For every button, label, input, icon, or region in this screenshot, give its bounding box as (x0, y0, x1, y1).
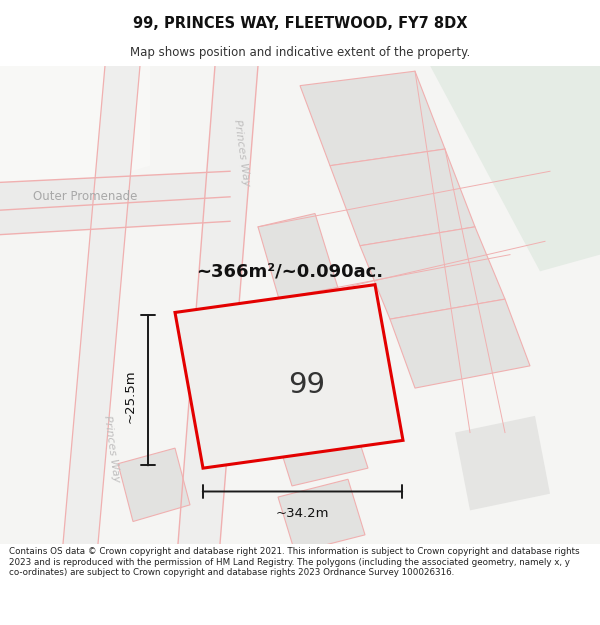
Text: Map shows position and indicative extent of the property.: Map shows position and indicative extent… (130, 46, 470, 59)
Polygon shape (178, 66, 258, 544)
Text: Outer Promenade: Outer Promenade (33, 191, 137, 203)
Text: Princes Way: Princes Way (232, 118, 251, 186)
Text: 99, PRINCES WAY, FLEETWOOD, FY7 8DX: 99, PRINCES WAY, FLEETWOOD, FY7 8DX (133, 16, 467, 31)
Polygon shape (300, 71, 445, 166)
Polygon shape (175, 284, 403, 468)
Text: Contains OS data © Crown copyright and database right 2021. This information is : Contains OS data © Crown copyright and d… (9, 548, 580, 577)
Polygon shape (330, 149, 475, 246)
Text: ~25.5m: ~25.5m (124, 369, 137, 423)
Polygon shape (278, 479, 365, 552)
Polygon shape (430, 66, 600, 271)
Text: 99: 99 (289, 371, 325, 399)
Polygon shape (270, 397, 368, 486)
Polygon shape (0, 66, 150, 210)
Polygon shape (258, 214, 338, 302)
Polygon shape (0, 171, 230, 210)
Polygon shape (118, 448, 190, 521)
Polygon shape (390, 299, 530, 388)
Polygon shape (360, 227, 505, 319)
Polygon shape (0, 66, 600, 544)
Polygon shape (63, 66, 140, 544)
Polygon shape (0, 197, 230, 234)
Text: ~366m²/~0.090ac.: ~366m²/~0.090ac. (196, 262, 383, 281)
Text: ~34.2m: ~34.2m (276, 508, 329, 520)
Polygon shape (455, 416, 550, 511)
Text: Princes Way: Princes Way (103, 415, 122, 483)
